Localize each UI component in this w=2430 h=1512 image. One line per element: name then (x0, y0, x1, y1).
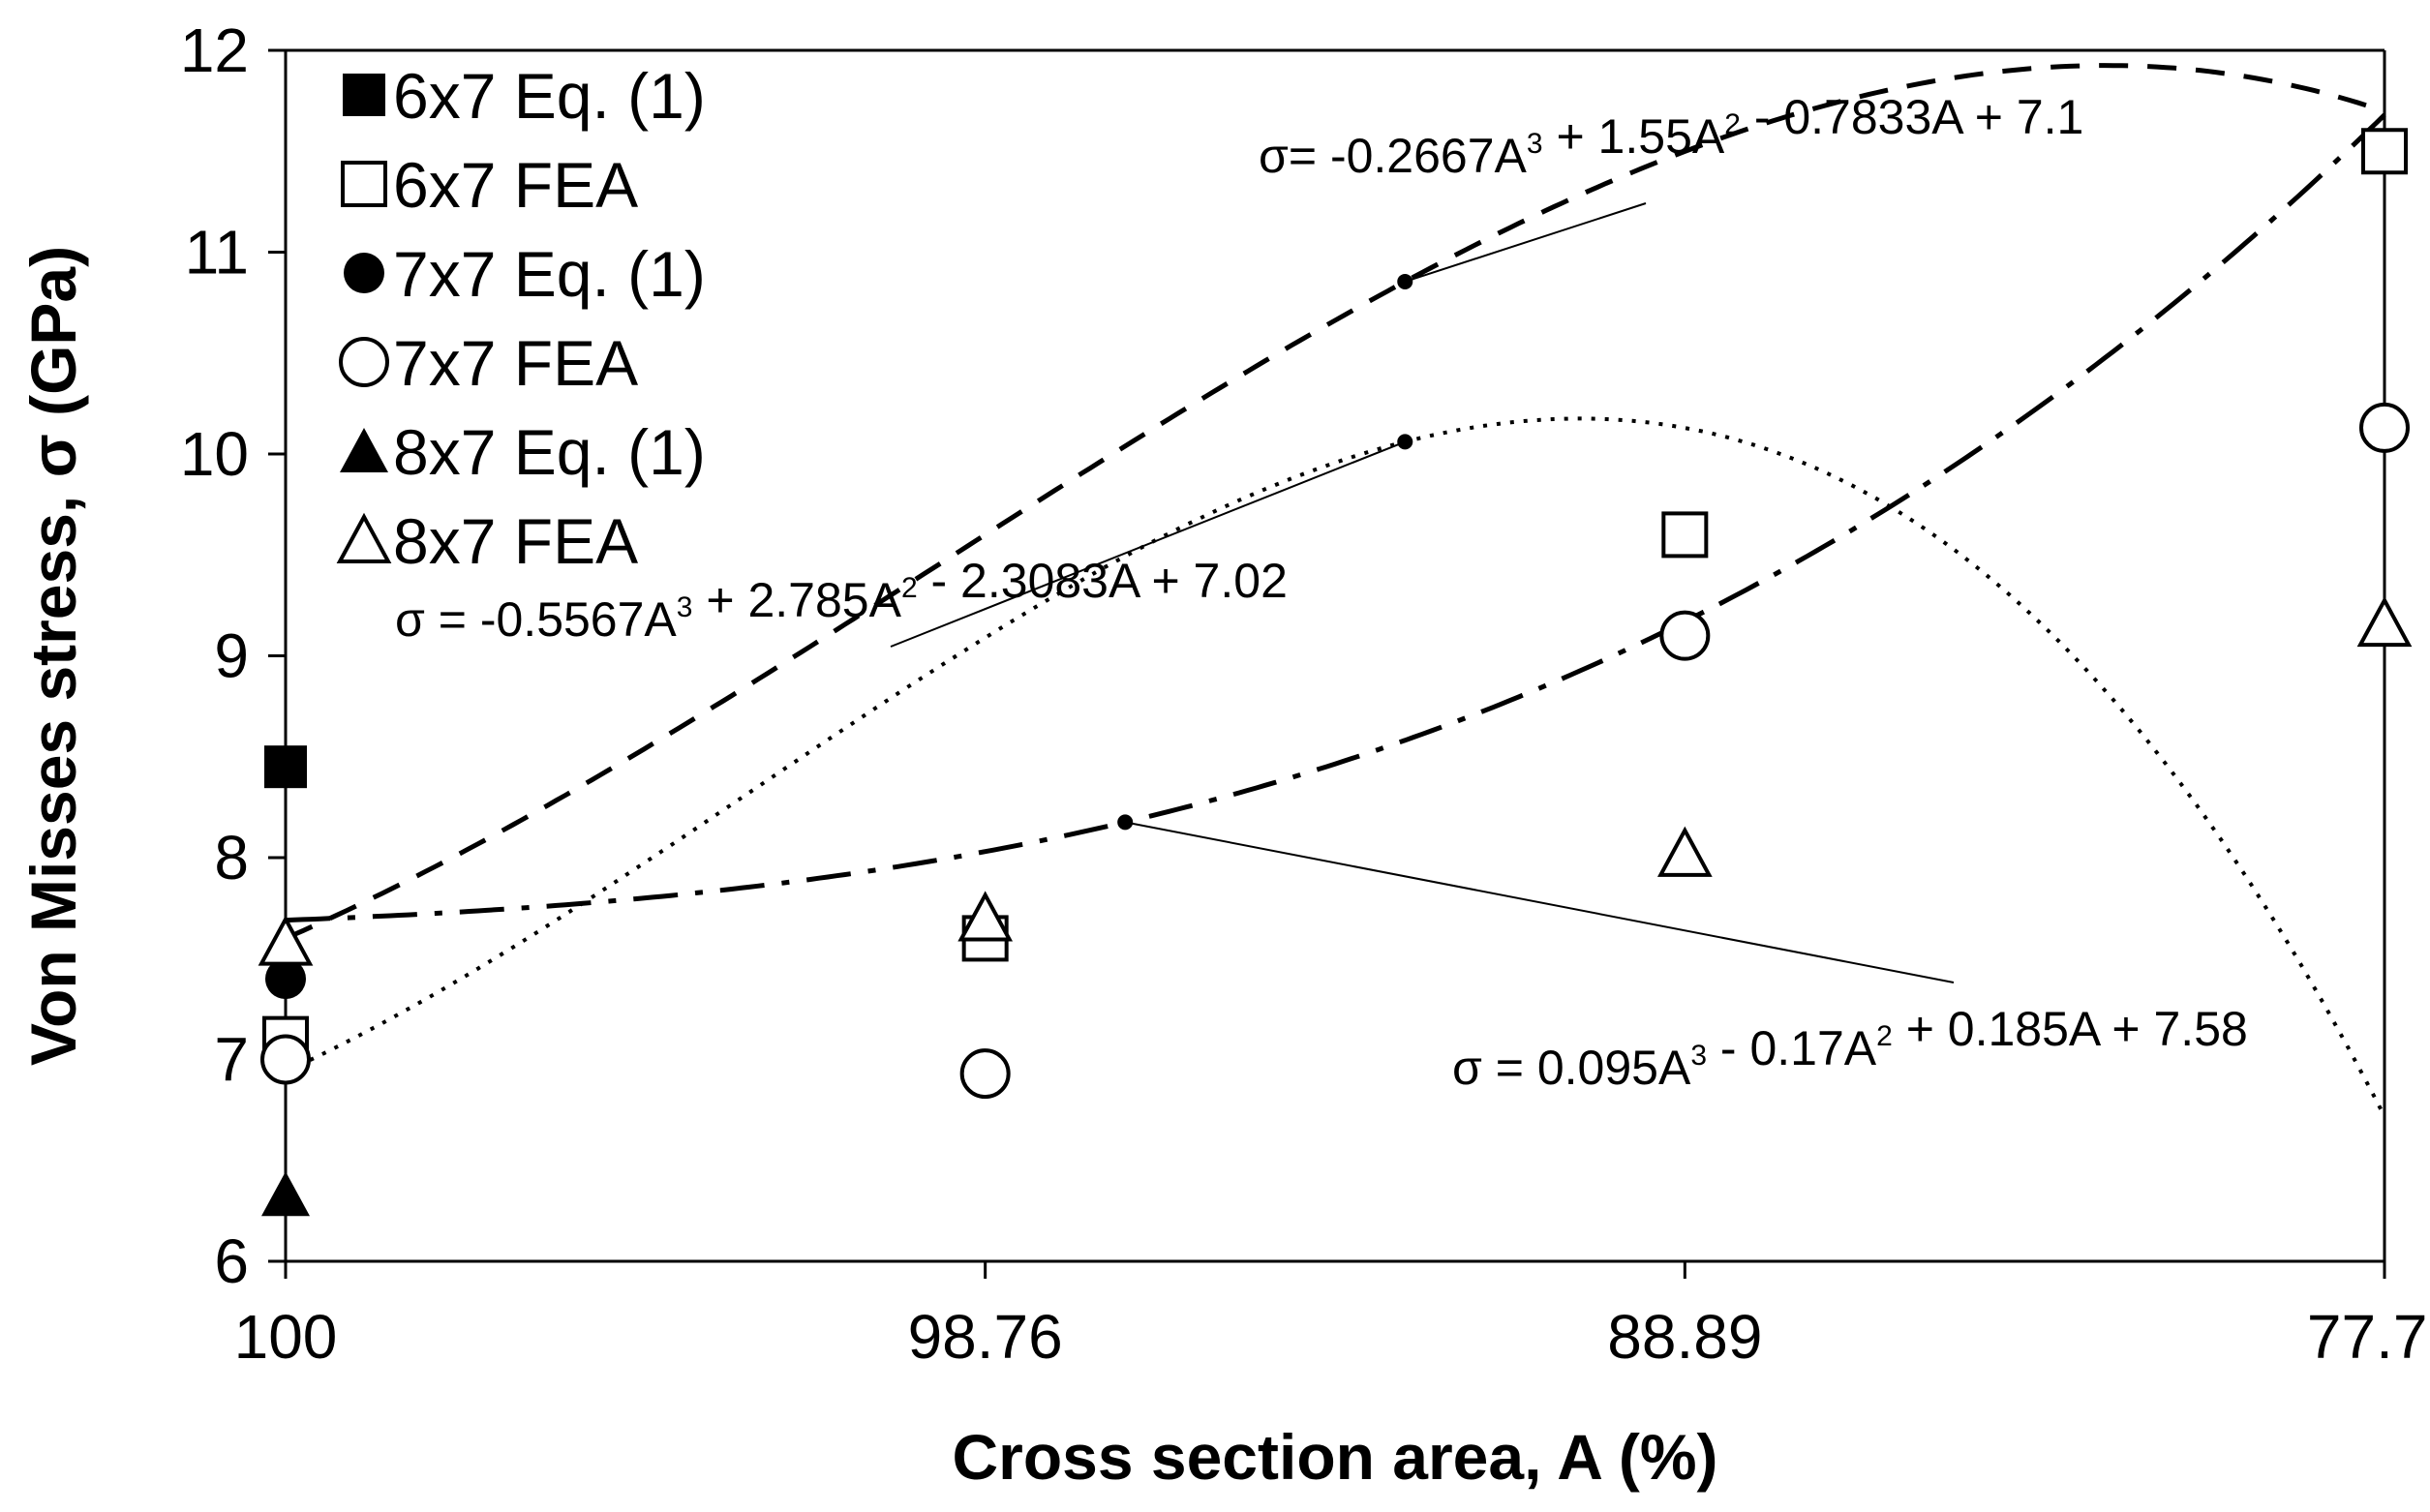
y-axis-title: Von Misses stress, σ (GPa) (17, 246, 89, 1066)
y-tick-label: 10 (180, 419, 249, 489)
equation-superscript: 2 (1876, 1020, 1893, 1052)
y-tick-label: 12 (180, 15, 249, 85)
x-tick-label: 98.76 (908, 1302, 1063, 1372)
equation-term: - 0.7833A + 7.1 (1741, 90, 2083, 144)
equation-superscript: 2 (901, 572, 918, 604)
legend-label: 8x7 Eq. (1) (393, 416, 706, 488)
trendline-equation: σ= -0.2667A3 + 1.55A2 - 0.7833A + 7.1 (1259, 90, 2083, 183)
data-point (1661, 511, 1709, 559)
legend-entry: 7x7 FEA (339, 327, 638, 399)
legend-entry: 8x7 Eq. (1) (340, 416, 706, 488)
equation-term: σ = 0.095A (1452, 1041, 1691, 1095)
y-tick-label: 7 (214, 1025, 249, 1095)
data-point (265, 958, 306, 1000)
equation-term: + 2.785A (692, 573, 901, 627)
equation-term: σ = -0.5567A (395, 592, 677, 647)
equation-leaders (890, 202, 1955, 983)
data-point (264, 745, 307, 789)
data-point (959, 1048, 1011, 1100)
legend-entry: 6x7 FEA (341, 149, 638, 221)
legend-marker (340, 428, 388, 472)
trendline-dashed (284, 63, 2385, 941)
legend-entry: 7x7 Eq. (1) (344, 238, 706, 310)
legend-marker (336, 512, 392, 563)
legend-entry: 6x7 Eq. (1) (343, 60, 706, 132)
legend-label: 6x7 FEA (393, 149, 638, 221)
equation-superscript: 2 (1724, 108, 1741, 140)
legend-marker (341, 161, 387, 207)
data-point (260, 1034, 311, 1085)
y-tick-label: 6 (214, 1226, 249, 1296)
y-tick-label: 8 (214, 823, 249, 892)
x-axis-title: Cross section area, A (%) (952, 1421, 1717, 1493)
trendlines (284, 63, 2386, 1118)
legend-label: 7x7 FEA (393, 327, 638, 399)
legend-entry: 8x7 FEA (336, 505, 638, 577)
trendline-equations: σ= -0.2667A3 + 1.55A2 - 0.7833A + 7.1σ =… (395, 90, 2248, 1095)
y-tick-label: 11 (185, 218, 249, 287)
legend-marker (343, 74, 385, 116)
legend-label: 6x7 Eq. (1) (393, 60, 706, 132)
data-point (261, 1171, 310, 1217)
data-point (1659, 610, 1711, 661)
equation-superscript: 3 (1690, 1040, 1707, 1072)
trendline-anchor-dot (1397, 273, 1413, 289)
equation-term: - 0.17A (1707, 1021, 1877, 1075)
equation-term: - 2.3083A + 7.02 (918, 554, 1288, 608)
y-tick-label: 9 (214, 621, 249, 691)
trendline-dash-dot (285, 112, 2386, 923)
equation-leader-line (1125, 821, 1955, 983)
data-point (957, 891, 1014, 942)
equation-term: σ= -0.2667A (1259, 129, 1528, 183)
trendline-equation: σ = -0.5567A3 + 2.785A2 - 2.3083A + 7.02 (395, 554, 1288, 647)
x-tick-label: 77.78 (2307, 1302, 2430, 1372)
trendline-anchor-dot (1117, 814, 1134, 831)
data-point (258, 915, 314, 966)
legend-marker (339, 337, 389, 387)
data-markers (258, 128, 2413, 1217)
plot-area (284, 48, 2386, 1263)
data-point (1656, 826, 1713, 877)
x-tick-label: 88.89 (1607, 1302, 1762, 1372)
equation-superscript: 3 (677, 591, 693, 623)
legend-marker (344, 253, 384, 293)
data-point (2361, 128, 2408, 175)
equation-leader-line (890, 440, 1406, 648)
data-point (2359, 402, 2410, 453)
x-tick-label: 100 (234, 1302, 338, 1372)
legend: 6x7 Eq. (1) 6x7 FEA 7x7 Eq. (1) 7x7 FEA 8x7 … (336, 60, 706, 577)
trendline-anchor-dot (1397, 434, 1413, 450)
equation-term: + 0.185A + 7.58 (1893, 1002, 2248, 1056)
equation-superscript: 3 (1527, 128, 1543, 160)
equation-term: + 1.55A (1543, 109, 1725, 164)
x-axis-ticks: 100 98.76 88.89 77.78 (234, 1261, 2430, 1372)
y-axis-ticks: 6 7 8 9 10 11 12 (180, 15, 286, 1296)
trendline-equation: σ = 0.095A3 - 0.17A2 + 0.185A + 7.58 (1452, 1002, 2248, 1095)
data-point (2356, 595, 2413, 648)
equation-leader-line (1404, 202, 1647, 283)
legend-label: 8x7 FEA (393, 505, 638, 577)
legend-label: 7x7 Eq. (1) (393, 238, 706, 310)
